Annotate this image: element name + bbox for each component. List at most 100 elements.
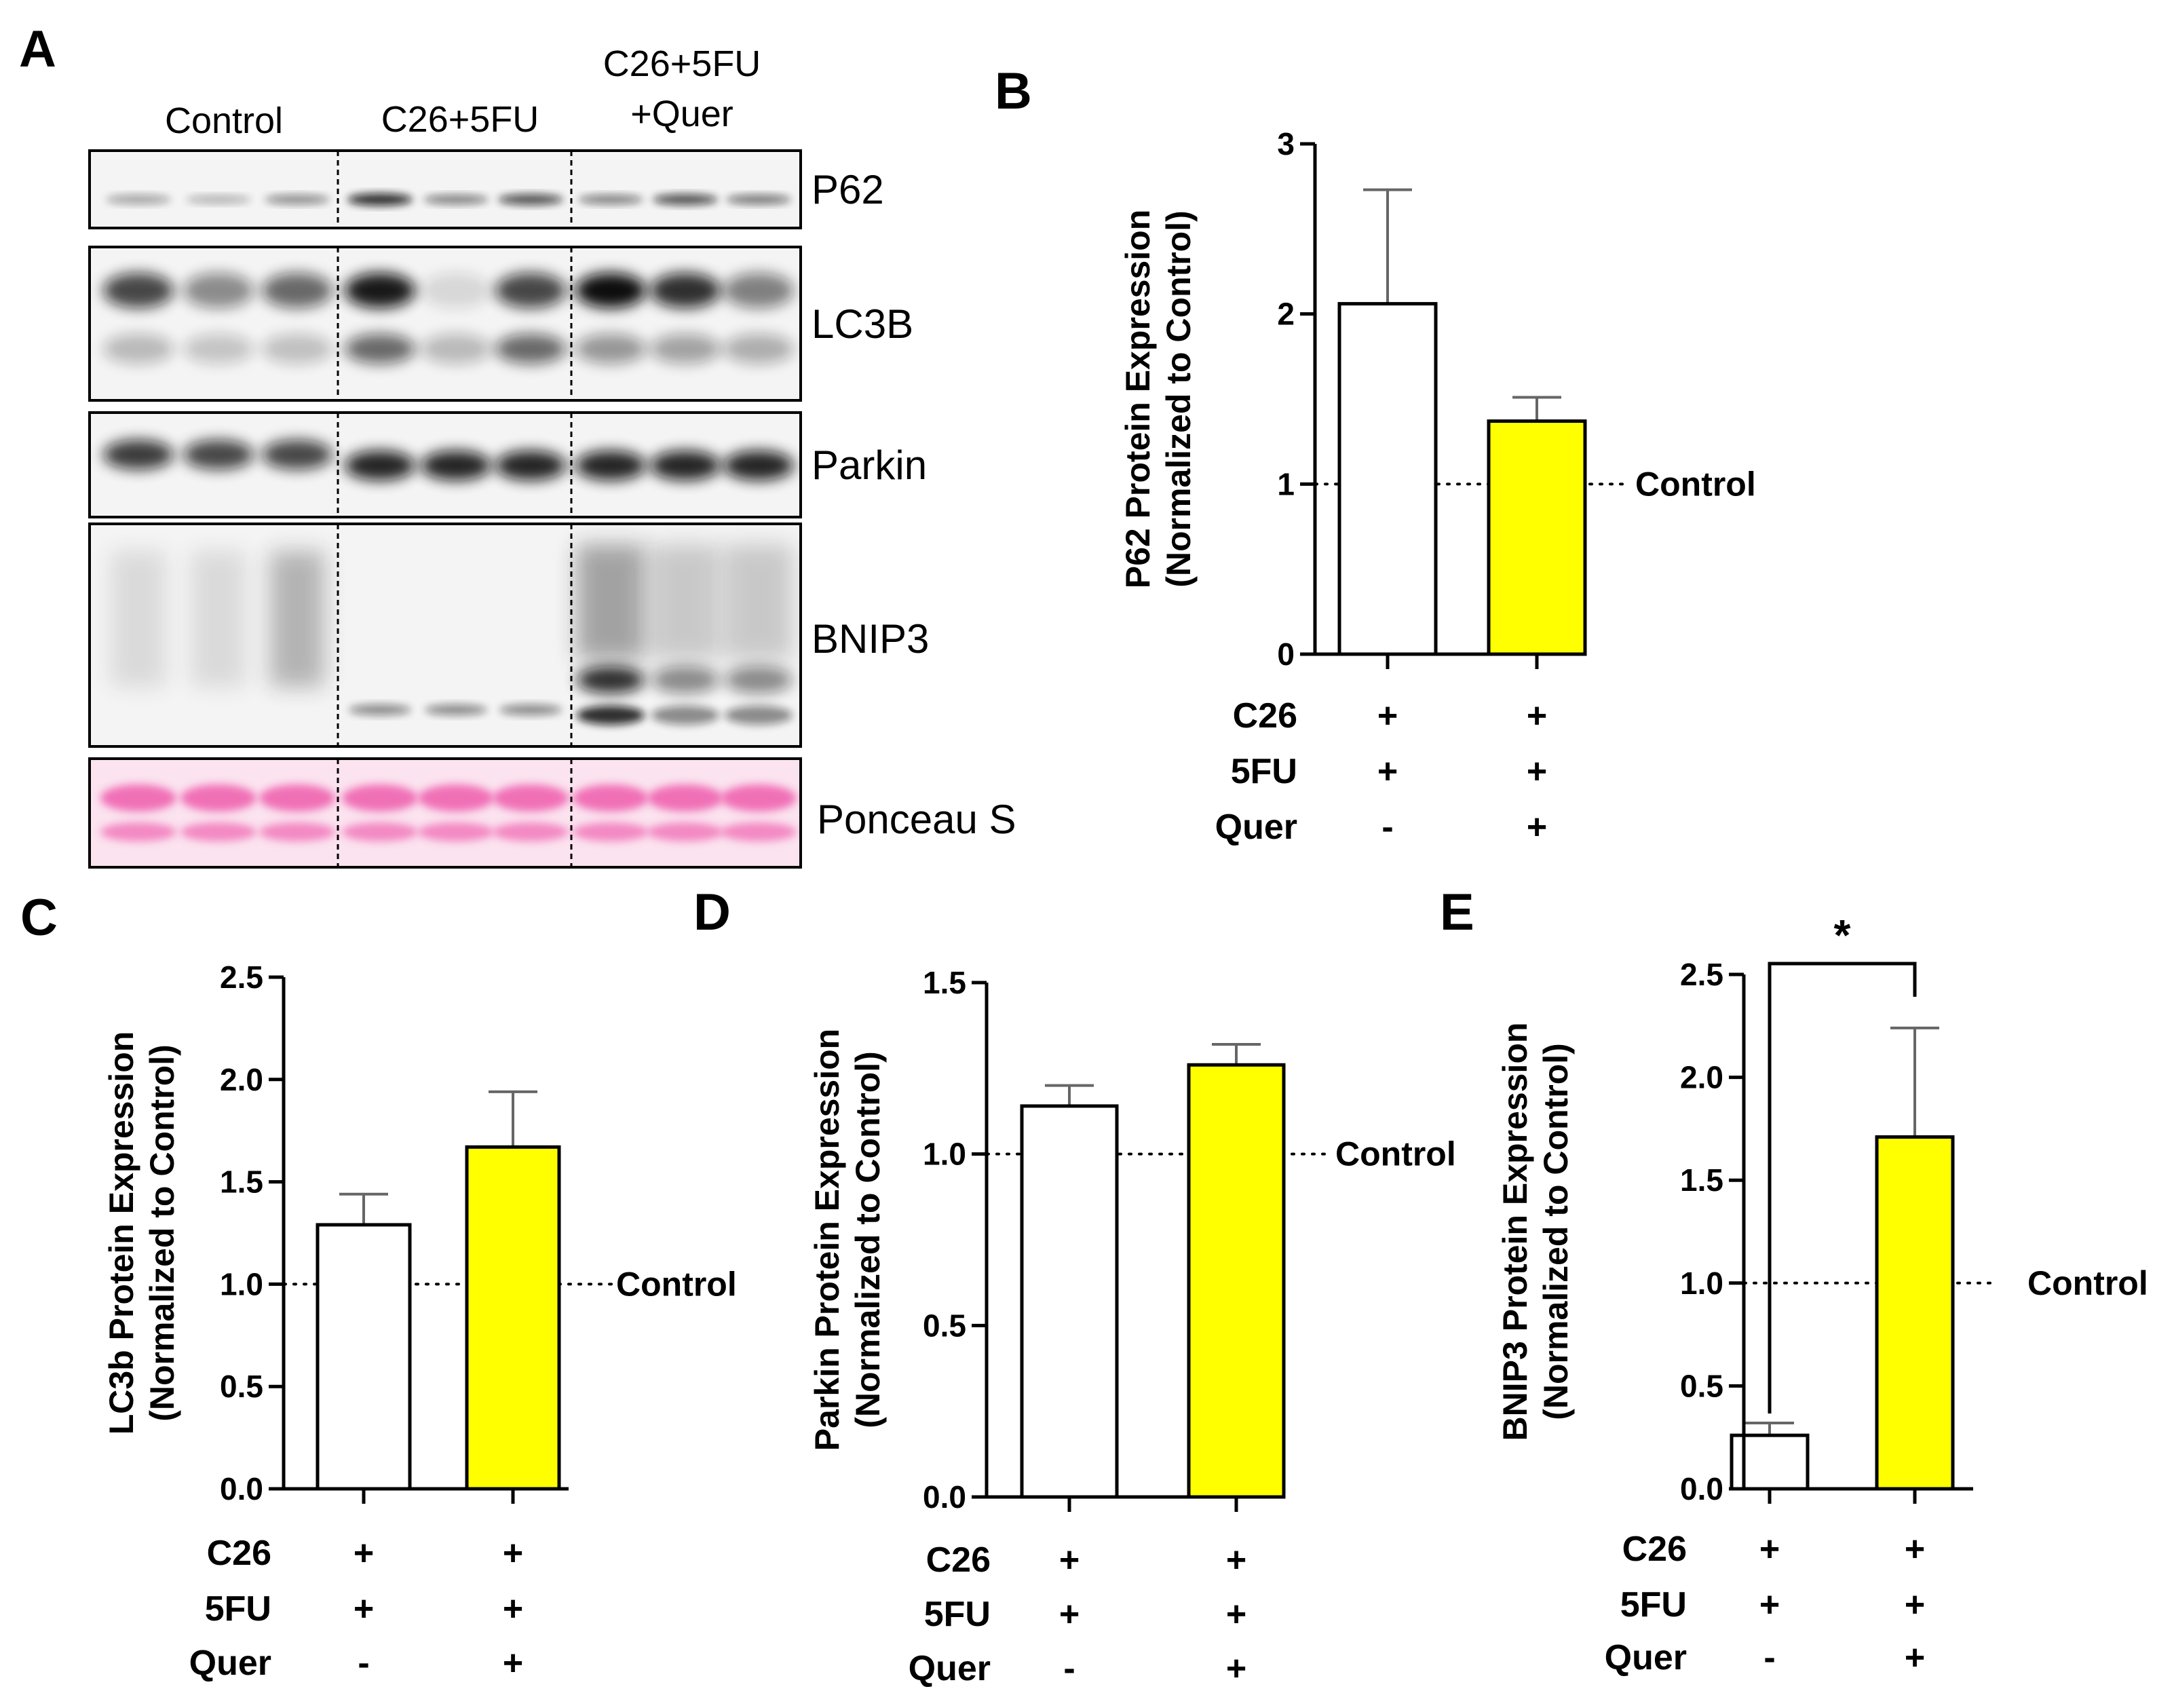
y-axis-title-line1: LC3b Protein Expression xyxy=(102,1031,140,1435)
significance-star: * xyxy=(1834,911,1851,960)
bar-c26-5fu xyxy=(1337,302,1438,656)
band-ponceau xyxy=(100,822,176,841)
blot-strip-parkin: Parkin xyxy=(88,411,927,518)
blot-strip-bnip3: BNIP3 xyxy=(88,523,929,748)
y-tick-label: 0.0 xyxy=(220,1471,263,1506)
band-lc3b-i xyxy=(495,273,566,308)
blot-label-lc3b: LC3B xyxy=(812,301,913,347)
band-ponceau xyxy=(493,822,569,841)
band-lc3b-ii xyxy=(345,334,415,364)
condition-quer: Quer xyxy=(1215,808,1297,847)
blot-border xyxy=(88,523,802,748)
blot-group-c26-5fu: C26+5FU xyxy=(381,99,539,140)
condition-c26: C26 xyxy=(207,1534,271,1573)
band-bnip3-smear xyxy=(725,544,793,660)
panel-letter-d: D xyxy=(693,884,731,941)
band-parkin xyxy=(495,451,566,480)
band-lc3b-ii xyxy=(575,334,646,364)
band-lc3b-ii xyxy=(495,334,566,364)
condition-sign: + xyxy=(1759,1585,1780,1625)
condition-sign: + xyxy=(1527,696,1547,736)
band-ponceau xyxy=(180,784,256,812)
condition-sign: + xyxy=(1759,1530,1780,1569)
condition-sign: + xyxy=(1059,1540,1080,1580)
y-tick-label: 2.0 xyxy=(1680,1060,1723,1095)
bar-c26-5fu-quer xyxy=(1875,1135,1955,1491)
condition-c26: C26 xyxy=(926,1540,991,1580)
band-p62 xyxy=(265,195,330,204)
y-tick-label: 1 xyxy=(1277,466,1295,501)
reference-label: Control xyxy=(1635,465,1756,503)
band-p62 xyxy=(653,194,718,205)
y-axis-title-line1: Parkin Protein Expression xyxy=(808,1029,846,1451)
blot-label-ponceau: Ponceau S xyxy=(817,797,1016,842)
blot-border xyxy=(88,149,802,229)
bar-c26-5fu xyxy=(316,1223,412,1491)
band-ponceau xyxy=(342,822,418,841)
y-axis-title-line1: BNIP3 Protein Expression xyxy=(1496,1023,1534,1441)
panel-letter-a: A xyxy=(19,20,56,78)
band-bnip3 xyxy=(577,706,645,725)
band-ponceau xyxy=(647,784,723,812)
band-lc3b-ii xyxy=(183,334,254,364)
band-bnip3-smear xyxy=(111,551,166,687)
band-bnip3 xyxy=(651,666,719,694)
y-tick-label: 1.5 xyxy=(220,1164,263,1200)
band-p62 xyxy=(726,195,791,204)
band-ponceau xyxy=(180,822,256,841)
band-bnip3 xyxy=(725,706,793,725)
band-parkin xyxy=(421,451,491,480)
condition-sign: + xyxy=(503,1534,523,1573)
band-ponceau xyxy=(418,822,494,841)
band-p62 xyxy=(578,195,643,204)
y-axis-title-line1: P62 Protein Expression xyxy=(1119,210,1157,589)
panel-letter-e: E xyxy=(1440,884,1474,941)
condition-sign: + xyxy=(1905,1585,1925,1625)
panel-letter-c: C xyxy=(20,889,58,947)
y-tick-label: 0 xyxy=(1277,637,1295,672)
blot-group-c26-5fu-quer-line2: +Quer xyxy=(630,94,733,134)
y-tick-label: 0.5 xyxy=(1680,1368,1723,1403)
band-ponceau xyxy=(493,784,569,812)
condition-sign: + xyxy=(1226,1595,1246,1634)
condition-c26: C26 xyxy=(1622,1530,1687,1569)
y-tick-label: 1.5 xyxy=(923,965,966,1000)
condition-sign: + xyxy=(1059,1595,1080,1634)
y-axis-title-line2: (Normalized to Control) xyxy=(143,1044,181,1422)
y-tick-label: 2.0 xyxy=(220,1062,263,1097)
band-parkin xyxy=(575,451,646,480)
bar-c26-5fu-quer xyxy=(465,1145,561,1491)
condition-sign: - xyxy=(1063,1649,1075,1688)
band-ponceau xyxy=(647,822,723,841)
band-bnip3 xyxy=(651,706,719,725)
y-tick-label: 1.5 xyxy=(1680,1162,1723,1198)
blot-strip-lc3b: LC3B xyxy=(88,246,913,402)
bar-c26-5fu xyxy=(1020,1104,1119,1499)
band-bnip3-smear xyxy=(577,544,645,660)
y-tick-label: 1.0 xyxy=(923,1137,966,1172)
y-tick-label: 1.0 xyxy=(1680,1266,1723,1301)
y-tick-label: 0.0 xyxy=(1680,1471,1723,1506)
band-p62 xyxy=(347,193,413,206)
condition-sign: + xyxy=(1377,752,1398,791)
band-ponceau xyxy=(573,784,649,812)
band-parkin xyxy=(345,451,415,480)
band-p62 xyxy=(186,195,251,204)
band-bnip3-smear xyxy=(191,551,246,687)
panel-letter-b: B xyxy=(995,62,1032,120)
band-bnip3-smear xyxy=(651,544,719,660)
blot-border xyxy=(88,246,802,402)
band-lc3b-i xyxy=(183,273,254,308)
band-lc3b-i xyxy=(345,273,415,308)
band-parkin xyxy=(183,440,254,470)
condition-sign: + xyxy=(1226,1649,1246,1688)
band-lc3b-ii xyxy=(421,334,491,364)
chart-b: Control 0 1 2 3 P62 Protein Expression (Normal… xyxy=(1119,126,1756,847)
y-axis-title-line2: (Normalized to Control) xyxy=(1537,1043,1575,1420)
band-ponceau xyxy=(721,784,797,812)
band-ponceau xyxy=(100,784,176,812)
band-ponceau xyxy=(342,784,418,812)
band-lc3b-i xyxy=(723,273,794,308)
condition-sign: + xyxy=(1905,1530,1925,1569)
